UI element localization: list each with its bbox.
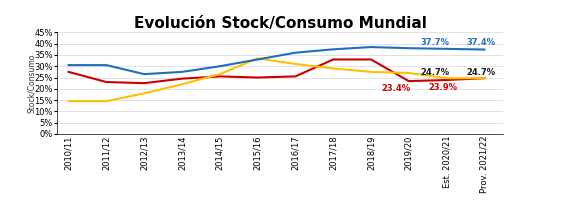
Title: Evolución Stock/Consumo Mundial: Evolución Stock/Consumo Mundial [134,16,427,31]
Text: 37.7%: 37.7% [421,38,450,47]
Text: 23.4%: 23.4% [381,84,410,93]
Text: 37.4%: 37.4% [466,38,495,48]
Y-axis label: Stock/Consumo: Stock/Consumo [27,54,36,113]
Text: 24.7%: 24.7% [466,68,495,77]
Text: 24.7%: 24.7% [421,68,450,77]
Text: 23.9%: 23.9% [428,83,458,92]
